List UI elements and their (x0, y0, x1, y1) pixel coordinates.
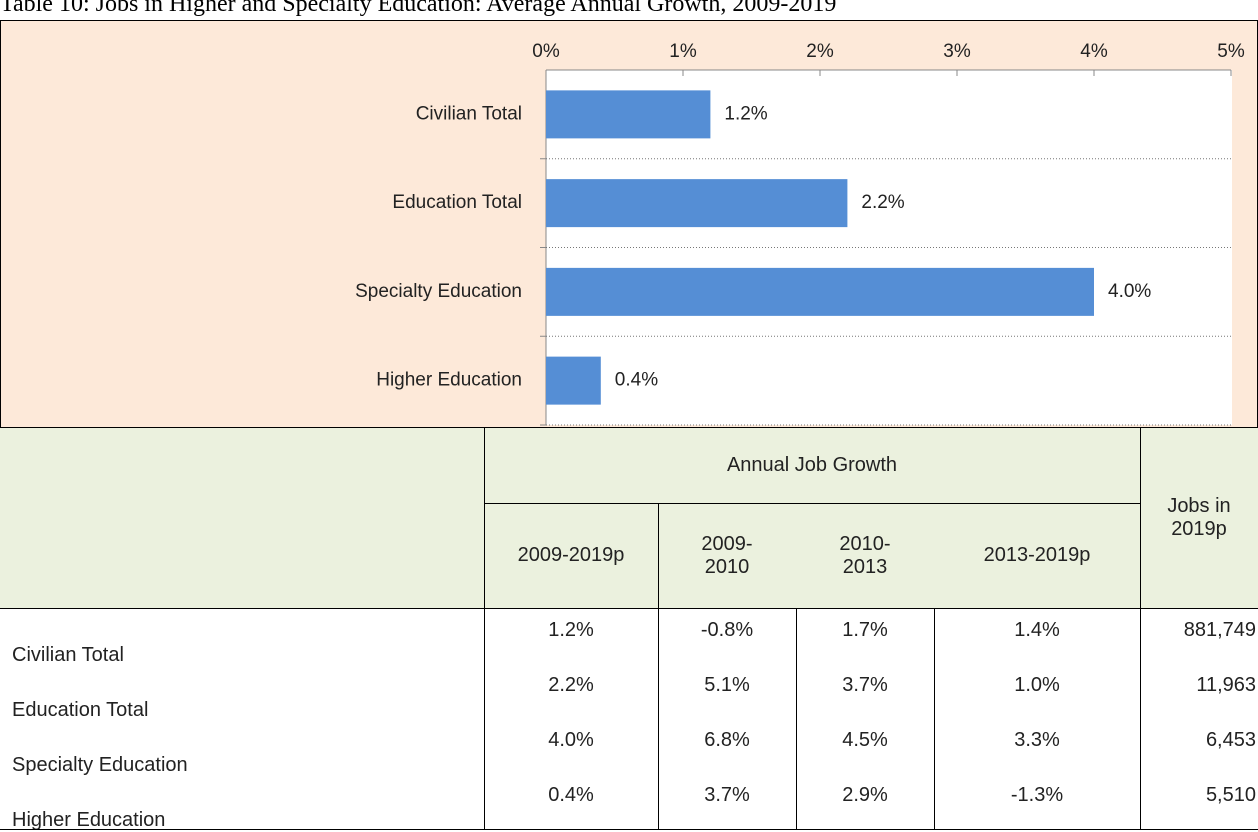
x-tick-label: 3% (943, 41, 971, 62)
table-cell: 2.2% (548, 674, 594, 696)
bar (546, 90, 711, 139)
table-cell: 6.8% (704, 729, 750, 751)
y-tick-label: Specialty Education (355, 281, 522, 302)
column-border (484, 428, 485, 830)
data-label: 2.2% (861, 192, 904, 213)
row-border (0, 608, 1258, 609)
row-border (484, 503, 1140, 504)
group-header: Annual Job Growth (484, 428, 1140, 503)
table-cell: 881,749 (1183, 619, 1256, 641)
table-cell: 1.2% (548, 619, 594, 641)
column-header: 2009-2010 (701, 532, 753, 578)
column-header: 2010-2013 (839, 532, 891, 578)
data-label: 0.4% (615, 370, 658, 391)
table-cell: 4.5% (842, 729, 888, 751)
y-tick-label: Education Total (392, 192, 522, 213)
table-cell: 2.9% (842, 784, 888, 806)
column-header: 2013-2019p (983, 544, 1091, 566)
table-cell: -0.8% (700, 619, 754, 641)
data-label: 4.0% (1108, 281, 1151, 302)
table-cell: 1.0% (1014, 674, 1060, 696)
y-tick-label: Higher Education (376, 370, 522, 391)
table-cell: 1.4% (1014, 619, 1060, 641)
x-tick-label: 1% (669, 41, 697, 62)
row-label: Specialty Education (12, 754, 188, 776)
table-cell: 4.0% (548, 729, 594, 751)
column-border (658, 503, 659, 830)
table-cell: 3.7% (704, 784, 750, 806)
bar (546, 267, 1094, 316)
x-tick-label: 0% (532, 41, 560, 62)
table-cell: 11,963 (1196, 674, 1256, 696)
y-tick-label: Civilian Total (416, 103, 522, 124)
column-border (796, 608, 797, 830)
title: Table 10: Jobs in Higher and Specialty E… (0, 0, 837, 17)
bar (546, 356, 601, 405)
table-cell: 1.7% (842, 619, 888, 641)
x-tick-label: 2% (806, 41, 834, 62)
chart: 0% 1% 2% 3% 4% 5% Civilian Total 1.2% Education … (0, 20, 1258, 428)
table-cell: 5.1% (704, 674, 750, 696)
table-cell: -1.3% (1010, 784, 1064, 806)
row-label: Higher Education (12, 809, 166, 831)
bar (546, 179, 848, 228)
column-border (1140, 428, 1141, 830)
table-cell: 5,510 (1205, 784, 1256, 806)
x-tick-label: 5% (1217, 41, 1245, 62)
column-header: Jobs in 2019p (1167, 495, 1231, 540)
row-label: Education Total (12, 699, 149, 721)
table-cell: 3.7% (842, 674, 888, 696)
data-label: 1.2% (724, 103, 767, 124)
x-tick-label: 4% (1080, 41, 1108, 62)
column-border (934, 608, 935, 830)
row-label: Civilian Total (12, 644, 124, 666)
table-cell: 6,453 (1205, 729, 1256, 751)
column-header: 2009-2019p (517, 544, 625, 566)
table-cell: 3.3% (1014, 729, 1060, 751)
table-cell: 0.4% (548, 784, 594, 806)
